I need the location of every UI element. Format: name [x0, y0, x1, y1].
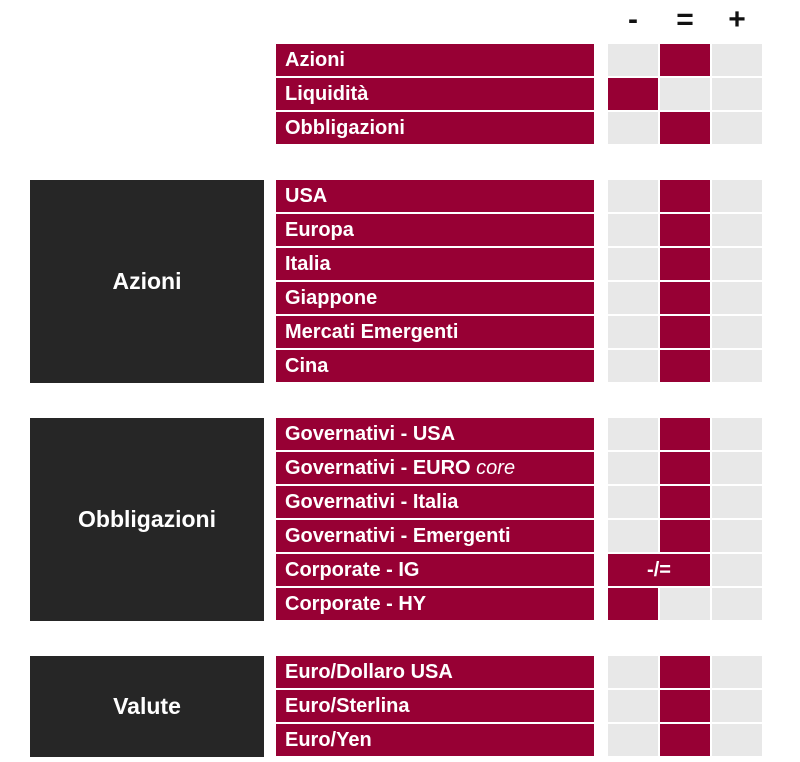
cell-equal: [660, 724, 710, 756]
cell-minus: [608, 520, 658, 552]
cell-minus: [608, 112, 658, 144]
cell-minus: [608, 690, 658, 722]
cell-minus: [608, 180, 658, 212]
cell-plus: [712, 316, 762, 348]
header-plus: +: [728, 3, 746, 36]
cell-equal: [660, 690, 710, 722]
cell-plus: [712, 724, 762, 756]
row-label: Europa: [276, 214, 594, 246]
cell-equal: [660, 418, 710, 450]
cell-minus: [608, 44, 658, 76]
cell-plus: [712, 248, 762, 280]
cell-minus: [608, 214, 658, 246]
cell-equal: [660, 180, 710, 212]
row-label-text: Governativi - EURO: [285, 457, 477, 479]
cell-minus: [608, 724, 658, 756]
group-title-azioni: Azioni: [30, 180, 264, 383]
cell-equal: [660, 248, 710, 280]
cell-minus: [608, 588, 658, 620]
row-label: Euro/Dollaro USA: [276, 656, 594, 688]
row-label: Governativi - EURO core: [276, 452, 594, 484]
group-title-obbligazioni: Obbligazioni: [30, 418, 264, 621]
cell-equal: [660, 486, 710, 518]
row-label: Corporate - IG: [276, 554, 594, 586]
cell-plus: [712, 112, 762, 144]
cell-plus: [712, 78, 762, 110]
cell-minus: [608, 282, 658, 314]
row-label: Governativi - Italia: [276, 486, 594, 518]
row-label: Italia: [276, 248, 594, 280]
group-title-valute: Valute: [30, 656, 264, 757]
cell-equal: [660, 282, 710, 314]
cell-plus: [712, 486, 762, 518]
cell-equal: [660, 78, 710, 110]
cell-plus: [712, 588, 762, 620]
cell-minus-equal: -/=: [608, 554, 710, 586]
cell-equal: [660, 588, 710, 620]
cell-plus: [712, 350, 762, 382]
row-label: Euro/Yen: [276, 724, 594, 756]
row-label: Azioni: [276, 44, 594, 76]
cell-minus: [608, 486, 658, 518]
cell-plus: [712, 520, 762, 552]
cell-minus: [608, 418, 658, 450]
row-label: Mercati Emergenti: [276, 316, 594, 348]
row-label-italic: core: [476, 457, 516, 479]
cell-equal: [660, 656, 710, 688]
row-label: Governativi - Emergenti: [276, 520, 594, 552]
cell-equal: [660, 214, 710, 246]
cell-equal: [660, 520, 710, 552]
cell-plus: [712, 282, 762, 314]
cell-equal: [660, 112, 710, 144]
cell-plus: [712, 214, 762, 246]
row-label: Liquidità: [276, 78, 594, 110]
cell-plus: [712, 180, 762, 212]
row-label: Governativi - USA: [276, 418, 594, 450]
cell-equal: [660, 44, 710, 76]
cell-plus: [712, 656, 762, 688]
row-label: Obbligazioni: [276, 112, 594, 144]
cell-plus: [712, 452, 762, 484]
cell-minus: [608, 78, 658, 110]
cell-plus: [712, 418, 762, 450]
cell-equal: [660, 350, 710, 382]
row-label: Euro/Sterlina: [276, 690, 594, 722]
cell-minus: [608, 656, 658, 688]
cell-minus: [608, 316, 658, 348]
cell-minus: [608, 452, 658, 484]
cell-plus: [712, 690, 762, 722]
row-label: Cina: [276, 350, 594, 382]
cell-minus: [608, 248, 658, 280]
cell-equal: [660, 316, 710, 348]
header-minus: -: [628, 3, 638, 36]
cell-plus: [712, 44, 762, 76]
cell-equal: [660, 452, 710, 484]
cell-plus: [712, 554, 762, 586]
row-label: Corporate - HY: [276, 588, 594, 620]
row-label: USA: [276, 180, 594, 212]
row-label: Giappone: [276, 282, 594, 314]
cell-minus: [608, 350, 658, 382]
header-equal: =: [676, 3, 694, 36]
